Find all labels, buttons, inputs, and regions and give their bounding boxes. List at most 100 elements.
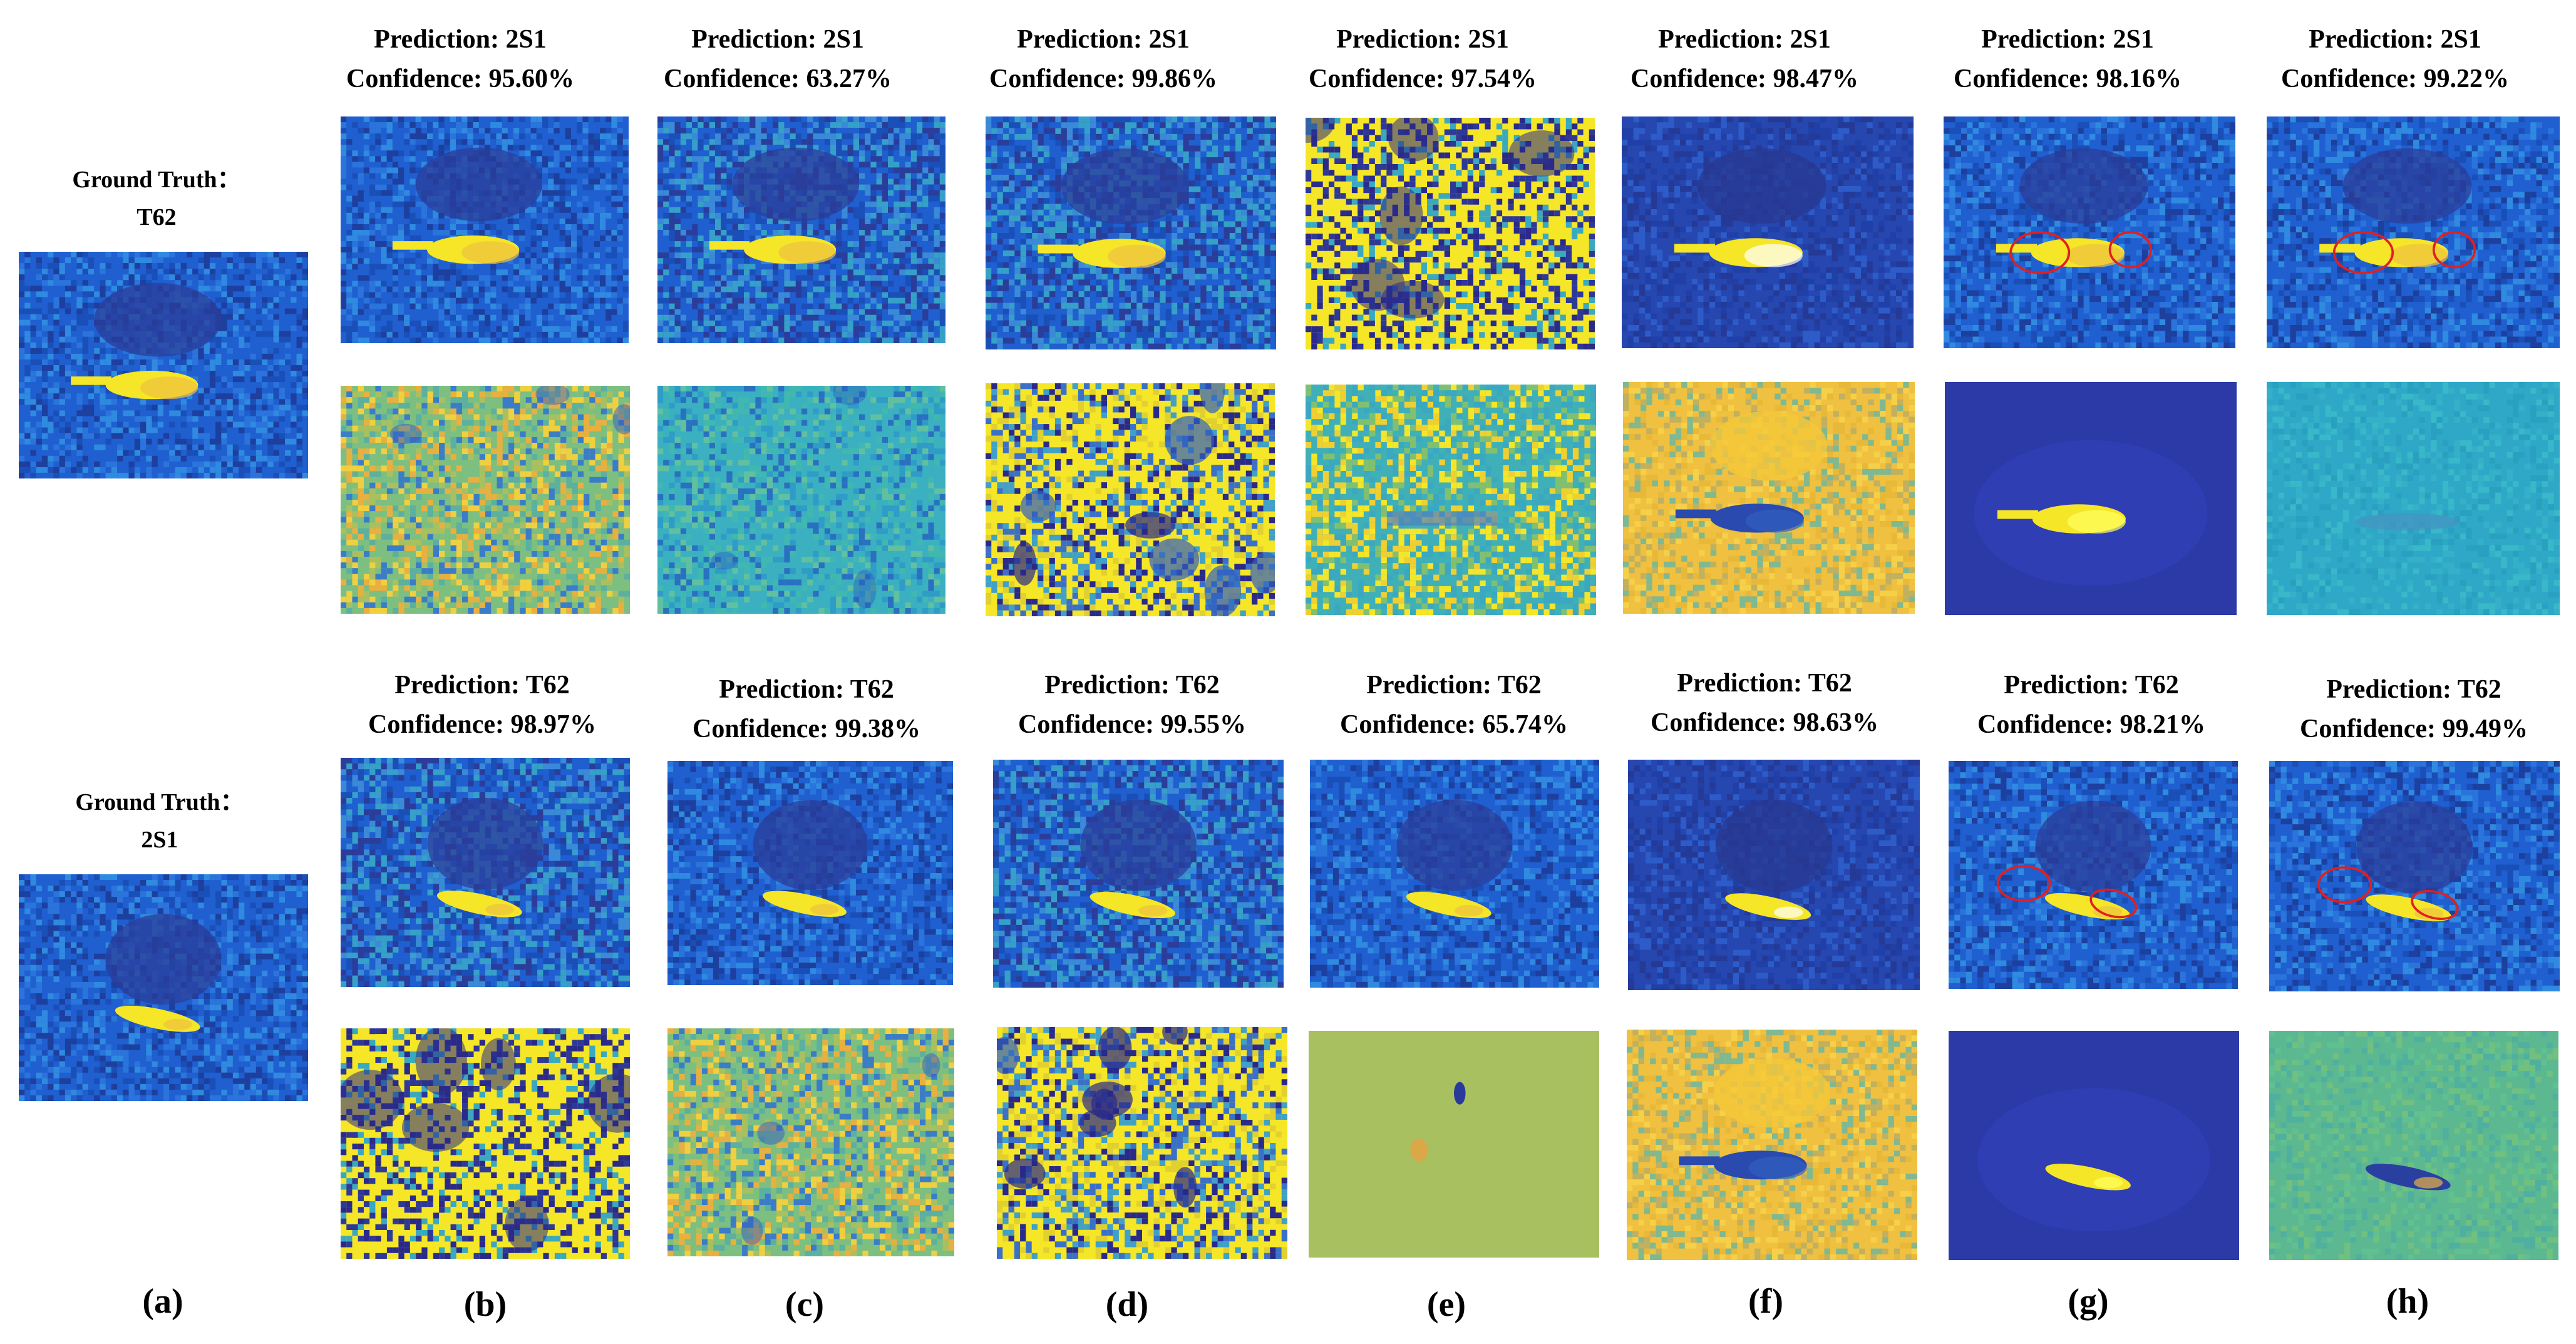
explanation-image	[2267, 116, 2560, 348]
perturbation-map	[2269, 1031, 2558, 1260]
perturbation-map	[341, 1028, 630, 1259]
sar-image	[1628, 760, 1920, 990]
explanation-image	[1628, 760, 1920, 990]
gt-label-row1: Ground Truth：	[25, 168, 288, 192]
explanation-image	[993, 760, 1284, 988]
explanation-image	[1622, 116, 1914, 348]
perturbation-image	[1627, 1030, 1917, 1260]
prediction-caption: Prediction: 2S1	[341, 26, 579, 53]
panel-label-e: (e)	[1384, 1287, 1509, 1322]
sar-image	[667, 761, 953, 985]
prediction-caption: Prediction: 2S1	[1949, 26, 2187, 53]
explanation-image	[667, 761, 953, 985]
perturbation-map	[1623, 382, 1915, 614]
prediction-caption: Prediction: 2S1	[1625, 26, 1863, 53]
prediction-caption: Prediction: 2S1	[2276, 26, 2514, 53]
confidence-caption: Confidence: 98.47%	[1625, 66, 1863, 92]
perturbation-image	[2269, 1031, 2558, 1260]
confidence-caption: Confidence: 98.63%	[1646, 710, 1883, 736]
confidence-caption: Confidence: 98.97%	[363, 711, 601, 738]
perturbation-map	[341, 386, 630, 614]
perturbation-map	[1945, 382, 2237, 615]
perturbation-map	[1309, 1031, 1599, 1258]
prediction-caption: Prediction: T62	[1646, 670, 1883, 696]
confidence-caption: Confidence: 99.86%	[984, 66, 1222, 92]
gt-class-row2: 2S1	[25, 828, 294, 852]
panel-label-d: (d)	[1064, 1287, 1190, 1322]
sar-image	[19, 874, 308, 1101]
perturbation-map	[997, 1027, 1287, 1259]
panel-label-f: (f)	[1703, 1284, 1828, 1319]
sar-image	[993, 760, 1284, 988]
panel-label-h: (h)	[2345, 1284, 2470, 1319]
panel-label-b: (b)	[423, 1287, 548, 1322]
gt-class-row1: T62	[25, 205, 288, 229]
sar-image	[19, 252, 308, 478]
explanation-image	[1310, 760, 1599, 988]
sar-image	[2267, 116, 2560, 348]
perturbation-map	[1306, 118, 1595, 349]
confidence-caption: Confidence: 98.21%	[1972, 711, 2210, 738]
perturbation-image	[657, 386, 945, 614]
prediction-caption: Prediction: 2S1	[1304, 26, 1542, 53]
prediction-caption: Prediction: T62	[1335, 672, 1573, 698]
explanation-image	[986, 116, 1276, 349]
perturbation-map	[657, 386, 945, 614]
explanation-image	[1306, 118, 1595, 349]
sar-image	[1622, 116, 1914, 348]
confidence-caption: Confidence: 95.60%	[341, 66, 579, 92]
confidence-caption: Confidence: 99.22%	[2276, 66, 2514, 92]
sar-image	[341, 116, 629, 343]
panel-label-g: (g)	[2026, 1284, 2151, 1319]
perturbation-image	[1306, 385, 1596, 615]
confidence-caption: Confidence: 99.49%	[2295, 716, 2533, 742]
sar-image	[1949, 761, 2238, 989]
perturbation-map	[667, 1028, 954, 1256]
perturbation-image	[1945, 382, 2237, 615]
perturbation-image	[1623, 382, 1915, 614]
perturbation-map	[2267, 382, 2560, 615]
explanation-image	[657, 116, 945, 343]
sar-image	[986, 116, 1276, 349]
explanation-image	[2269, 761, 2560, 991]
explanation-image	[341, 116, 629, 343]
perturbation-map	[1949, 1031, 2239, 1260]
sar-image	[341, 758, 630, 987]
perturbation-image	[1309, 1031, 1599, 1258]
confidence-caption: Confidence: 98.16%	[1949, 66, 2187, 92]
perturbation-image	[1949, 1031, 2239, 1260]
explanation-image	[1949, 761, 2238, 989]
gt-label-row2: Ground Truth：	[25, 790, 294, 814]
input-image-row1	[19, 252, 308, 478]
prediction-caption: Prediction: T62	[1013, 672, 1251, 698]
confidence-caption: Confidence: 99.55%	[1013, 711, 1251, 738]
prediction-caption: Prediction: T62	[2295, 676, 2533, 703]
sar-image	[1944, 116, 2235, 348]
panel-label-a: (a)	[100, 1284, 225, 1319]
prediction-caption: Prediction: 2S1	[659, 26, 897, 53]
prediction-caption: Prediction: T62	[688, 676, 925, 703]
prediction-caption: Prediction: T62	[1972, 672, 2210, 698]
prediction-caption: Prediction: 2S1	[984, 26, 1222, 53]
input-image-row2	[19, 874, 308, 1101]
perturbation-image	[341, 386, 630, 614]
confidence-caption: Confidence: 65.74%	[1335, 711, 1573, 738]
sar-image	[1310, 760, 1599, 988]
confidence-caption: Confidence: 99.38%	[688, 716, 925, 742]
perturbation-image	[667, 1028, 954, 1256]
explanation-image	[1944, 116, 2235, 348]
perturbation-map	[1627, 1030, 1917, 1260]
perturbation-image	[341, 1028, 630, 1259]
perturbation-image	[2267, 382, 2560, 615]
prediction-caption: Prediction: T62	[363, 672, 601, 698]
panel-label-c: (c)	[742, 1287, 867, 1322]
sar-image	[2269, 761, 2560, 991]
explanation-image	[341, 758, 630, 987]
perturbation-map	[1306, 385, 1596, 615]
sar-image	[657, 116, 945, 343]
confidence-caption: Confidence: 97.54%	[1304, 66, 1542, 92]
perturbation-map	[986, 383, 1275, 616]
confidence-caption: Confidence: 63.27%	[659, 66, 897, 92]
perturbation-image	[997, 1027, 1287, 1259]
perturbation-image	[986, 383, 1275, 616]
